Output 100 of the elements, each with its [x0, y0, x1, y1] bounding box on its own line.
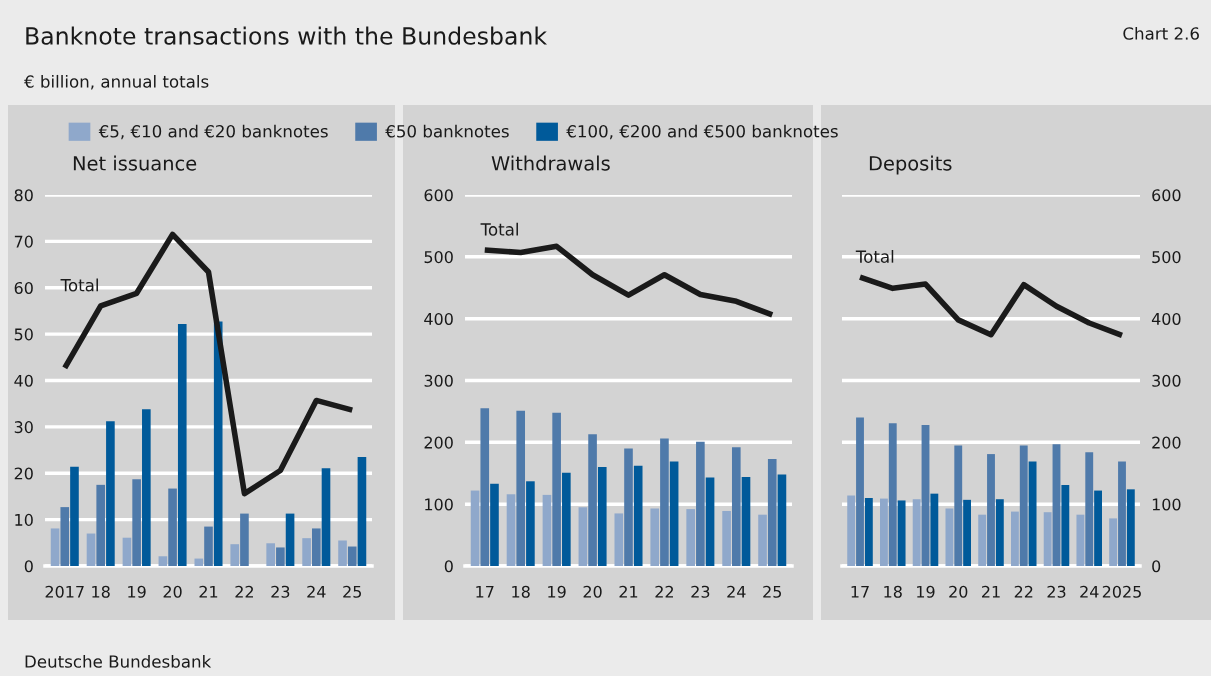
bar	[516, 410, 526, 566]
x-tick-label: 20	[949, 585, 968, 598]
bar	[86, 533, 96, 566]
bar	[194, 558, 204, 566]
x-tick-label: 2017	[45, 585, 84, 598]
bar	[669, 461, 679, 566]
bar	[470, 490, 480, 566]
bar	[696, 441, 705, 566]
bar	[70, 466, 79, 566]
y-tick-label: 0	[1152, 560, 1161, 573]
bar	[1043, 512, 1052, 566]
x-tick-label: 19	[548, 585, 566, 598]
bar	[1126, 489, 1135, 566]
bar	[1076, 514, 1085, 566]
chart-subtitle: € billion, annual totals	[24, 74, 209, 90]
bar	[506, 494, 516, 566]
bar	[1109, 518, 1118, 566]
bar	[660, 438, 669, 566]
x-tick-label: 23	[691, 585, 710, 598]
x-tick-label: 17	[851, 585, 869, 598]
x-tick-label: 24	[1080, 585, 1099, 598]
x-tick-label: 22	[1014, 585, 1033, 598]
x-tick-label: 20	[163, 585, 182, 598]
x-tick-label: 18	[512, 585, 530, 598]
y-tick-label: 400	[424, 312, 453, 325]
bar	[731, 447, 741, 566]
text: Banknote transactions with the Bundesbank	[26, 26, 548, 45]
y-tick-label: 400	[1151, 312, 1181, 325]
x-tick-label: 18	[884, 585, 902, 598]
bar	[240, 513, 249, 566]
text: Deutsche Bundesbank	[25, 654, 212, 668]
legend-label: €50 banknotes	[385, 124, 509, 138]
bar	[542, 494, 552, 566]
bar	[588, 434, 597, 566]
bar	[552, 412, 561, 566]
y-tick-label: 0	[444, 560, 453, 573]
x-tick-label: 22	[655, 585, 673, 598]
bar	[856, 417, 864, 566]
y-tick-label: 200	[1152, 436, 1181, 449]
bar	[686, 509, 695, 566]
bar	[122, 537, 132, 566]
bar	[338, 540, 347, 566]
y-tick-label: 30	[14, 421, 33, 434]
bar	[490, 483, 499, 566]
bar	[945, 508, 954, 566]
bar	[912, 499, 921, 566]
bar	[50, 528, 60, 566]
y-tick-label: 600	[424, 189, 453, 202]
y-tick-label: 100	[1152, 498, 1181, 511]
bar	[1094, 490, 1103, 566]
caption: Chart 2.6	[1123, 26, 1199, 40]
y-tick-label: 200	[424, 436, 453, 449]
bar	[1061, 485, 1070, 566]
bar	[562, 472, 571, 566]
x-tick-label: 21	[199, 585, 218, 598]
x-tick-label: 2025	[1102, 585, 1141, 598]
bar	[177, 323, 187, 566]
y-tick-label: 600	[1152, 189, 1181, 202]
y-tick-label: 100	[425, 498, 453, 511]
bar	[1010, 511, 1019, 566]
y-tick-label: 70	[14, 235, 33, 248]
x-tick-label: 21	[619, 585, 638, 598]
bar	[168, 488, 177, 566]
bar	[276, 547, 285, 566]
x-tick-label: 24	[307, 585, 326, 598]
y-tick-label: 20	[14, 467, 33, 480]
y-tick-label: 10	[15, 513, 33, 526]
bar	[777, 474, 787, 566]
x-tick-label: 22	[235, 585, 253, 598]
bar	[847, 495, 856, 566]
bar	[578, 507, 588, 566]
bar	[897, 500, 906, 566]
x-tick-label: 25	[343, 585, 361, 598]
bar	[741, 476, 751, 566]
bar	[347, 546, 357, 566]
y-tick-label: 500	[1152, 251, 1181, 264]
x-tick-label: 25	[763, 585, 781, 598]
bar	[266, 543, 275, 566]
bar	[963, 499, 972, 566]
y-tick-label: 60	[14, 281, 33, 295]
bar	[142, 409, 151, 566]
bar	[864, 497, 873, 566]
y-tick-label: 300	[1152, 374, 1181, 387]
bar	[96, 484, 106, 566]
bar	[321, 468, 331, 566]
bar	[954, 445, 963, 566]
legend-label: €5, €10 and €20 banknotes	[98, 124, 328, 140]
bar	[311, 528, 321, 566]
x-tick-label: 19	[917, 585, 935, 598]
bar	[650, 508, 660, 566]
chart-title: Withdrawals	[491, 155, 610, 171]
bar	[285, 513, 295, 566]
series-label: Total	[855, 250, 894, 263]
bar	[1118, 461, 1126, 566]
x-tick-label: 23	[1047, 585, 1066, 598]
bar	[624, 448, 633, 566]
bar	[705, 477, 715, 566]
series-label: Total	[480, 222, 518, 236]
bar	[132, 479, 141, 566]
x-tick-label: 24	[727, 585, 746, 598]
